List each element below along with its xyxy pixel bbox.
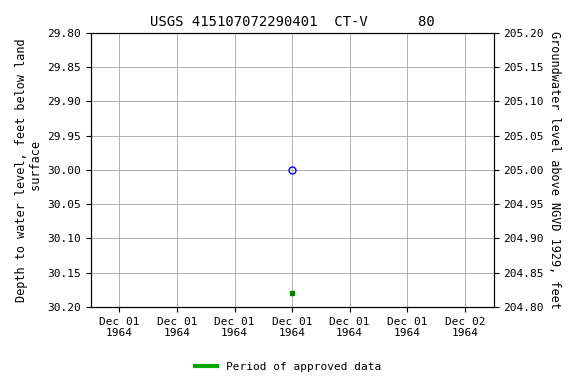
Y-axis label: Depth to water level, feet below land
 surface: Depth to water level, feet below land su… xyxy=(15,38,43,302)
Legend: Period of approved data: Period of approved data xyxy=(191,358,385,377)
Y-axis label: Groundwater level above NGVD 1929, feet: Groundwater level above NGVD 1929, feet xyxy=(548,31,561,309)
Title: USGS 415107072290401  CT-V      80: USGS 415107072290401 CT-V 80 xyxy=(150,15,434,29)
